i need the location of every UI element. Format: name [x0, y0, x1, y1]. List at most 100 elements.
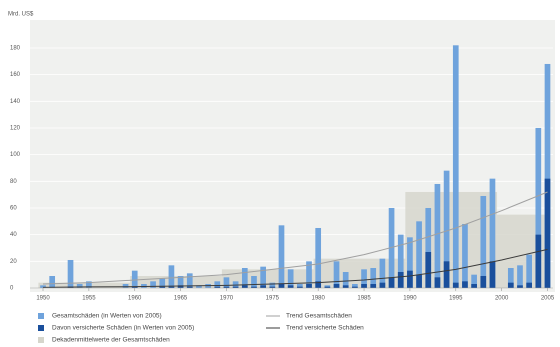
bar [315, 227, 322, 288]
bar [352, 283, 358, 288]
bar [131, 270, 138, 288]
bar [416, 274, 422, 288]
bar [306, 261, 312, 288]
bar [251, 286, 257, 288]
bar [177, 275, 184, 288]
x-tick-label: 2000 [495, 296, 509, 302]
x-tick-label: 1980 [312, 296, 326, 302]
bar [388, 207, 395, 288]
bar [223, 277, 230, 288]
bar [434, 277, 441, 288]
bar [131, 286, 138, 288]
bar [214, 286, 221, 288]
bar [232, 286, 239, 288]
bar [452, 45, 459, 288]
legend-label: Trend versicherte Schäden [286, 325, 364, 332]
y-tick-label: 180 [10, 46, 21, 52]
legend-label: Davon versicherte Schäden (in Werten von… [52, 325, 194, 332]
y-tick-label: 80 [10, 179, 17, 185]
bar [241, 267, 248, 288]
bar [517, 265, 523, 288]
bar [76, 283, 83, 288]
bar [296, 283, 303, 288]
y-tick-label: 0 [10, 286, 14, 292]
x-tick-label: 1985 [357, 296, 371, 302]
legend-swatch [38, 313, 44, 319]
bar [150, 281, 156, 288]
y-tick-label: 40 [10, 232, 17, 238]
bar [544, 63, 551, 288]
bar [214, 281, 221, 288]
bar [223, 286, 230, 288]
y-axis-label: Mrd. US$ [8, 12, 34, 18]
legend-swatch [38, 325, 44, 331]
trend-line [43, 248, 548, 288]
bar [159, 278, 166, 288]
bar [342, 285, 349, 288]
bar [462, 281, 468, 288]
bar [507, 267, 514, 288]
bar [443, 170, 450, 288]
bar [507, 282, 514, 288]
x-tick-label: 1970 [220, 296, 234, 302]
bar [296, 286, 303, 288]
bar [471, 274, 477, 288]
bar [361, 283, 367, 288]
bar [489, 178, 496, 288]
x-tick-label: 1955 [82, 296, 96, 302]
y-tick-label: 60 [10, 206, 17, 212]
bar [397, 234, 404, 288]
bar [269, 286, 276, 288]
bar [407, 237, 413, 288]
y-tick-label: 160 [10, 72, 21, 78]
bar [278, 225, 285, 288]
bar [269, 282, 276, 288]
bar [342, 271, 349, 288]
bar [168, 265, 175, 288]
bar [49, 275, 56, 288]
bar [196, 285, 202, 288]
bar [452, 282, 459, 288]
bar [186, 286, 193, 288]
bar [251, 275, 257, 288]
bar [122, 283, 129, 288]
bar [471, 283, 477, 288]
bar [407, 270, 413, 288]
bar [333, 261, 340, 288]
legend-label: Dekadenmittelwerte der Gesamtschäden [52, 337, 170, 344]
bar [425, 207, 432, 288]
bar [260, 285, 266, 288]
bar [287, 285, 294, 288]
bar [544, 178, 551, 288]
bar [40, 285, 46, 288]
trend-line [42, 191, 548, 285]
bar [526, 282, 532, 288]
y-tick-label: 20 [10, 259, 17, 265]
bar [361, 269, 367, 288]
bar [168, 286, 175, 288]
decade-mean [38, 282, 131, 288]
bar [86, 281, 92, 288]
y-tick-label: 100 [10, 152, 21, 158]
legend-label: Trend Gesamtschäden [286, 313, 352, 320]
bar [278, 283, 285, 288]
legend-label: Gesamtschäden (in Werten von 2005) [52, 313, 162, 320]
bar [370, 283, 377, 288]
y-tick-label: 120 [10, 126, 21, 132]
x-tick-label: 1960 [128, 296, 142, 302]
bar [480, 195, 487, 288]
bar [370, 267, 377, 288]
x-tick-label: 1950 [36, 296, 50, 302]
x-tick-label: 1965 [174, 296, 188, 302]
bar [434, 183, 441, 288]
bar [186, 273, 193, 288]
bar [67, 259, 74, 288]
bar [379, 282, 386, 288]
x-tick-label: 1990 [403, 296, 417, 302]
x-tick-label: 2005 [541, 296, 555, 302]
y-tick-label: 140 [10, 99, 21, 105]
bar [241, 285, 248, 288]
bar [480, 275, 487, 288]
bar [526, 254, 532, 288]
